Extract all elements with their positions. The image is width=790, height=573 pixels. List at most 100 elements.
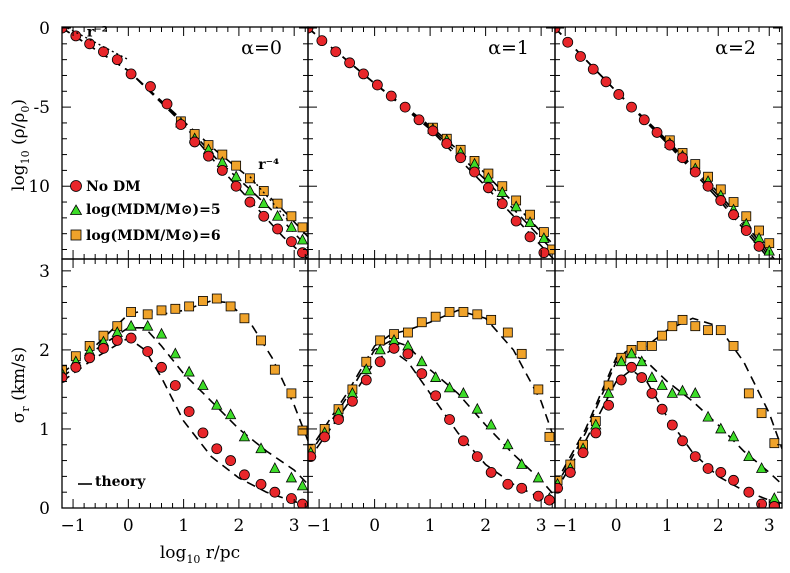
marker-no_dm xyxy=(388,342,400,354)
marker-dm5 xyxy=(211,398,223,410)
marker-no_dm xyxy=(613,89,625,100)
y-tick-label: 2 xyxy=(39,341,50,361)
marker-no_dm xyxy=(626,101,637,113)
marker-no_dm xyxy=(399,101,411,113)
marker-no_dm xyxy=(255,478,267,490)
legend-label-dm6: log(MDM/M⊙)=6 xyxy=(86,228,221,244)
marker-no_dm xyxy=(286,236,297,247)
marker-dm6 xyxy=(486,314,497,325)
marker-dm6 xyxy=(502,327,513,338)
marker-no_dm xyxy=(740,225,752,236)
marker-dm6 xyxy=(430,311,441,322)
legend-label-dm5: log(MDM/M⊙)=5 xyxy=(86,202,221,218)
marker-no_dm xyxy=(677,435,688,447)
theory-curve-1 xyxy=(308,339,555,497)
marker-dm6 xyxy=(533,384,544,395)
marker-no_dm xyxy=(84,38,96,50)
marker-no_dm xyxy=(689,451,701,463)
marker-dm6 xyxy=(728,341,739,351)
marker-dm5 xyxy=(244,184,256,196)
y-tick-label: 10 xyxy=(28,177,50,197)
marker-no_dm xyxy=(430,390,442,402)
marker-no_dm xyxy=(555,482,563,494)
top-ylabel-end: ) xyxy=(9,99,29,106)
top-ylabel-rest: (ρ/ρ xyxy=(9,113,29,151)
marker-dm5 xyxy=(430,371,442,382)
marker-dm6 xyxy=(297,425,308,436)
panel-0-bottom: 0 1 2 3 −1 0 1 2 3 xyxy=(39,258,309,536)
marker-dm6 xyxy=(211,293,222,304)
marker-dm5 xyxy=(636,355,648,367)
marker-no_dm xyxy=(175,119,187,130)
theory-curve-2 xyxy=(555,317,782,485)
x-tick-label: 0 xyxy=(611,516,622,536)
x-tick-label: 2 xyxy=(713,516,724,536)
top-ylabel-sub0: 0 xyxy=(19,106,32,113)
marker-dm6 xyxy=(756,408,767,419)
marker-no_dm xyxy=(258,210,270,222)
marker-dm6 xyxy=(544,431,555,442)
y-tick-label: 0 xyxy=(39,499,50,519)
marker-dm5 xyxy=(183,365,195,377)
marker-dm6 xyxy=(142,309,153,320)
marker-no_dm xyxy=(564,467,576,478)
marker-no_dm xyxy=(142,346,154,357)
ref-line-0 xyxy=(67,27,129,61)
marker-no_dm xyxy=(485,467,497,478)
marker-no_dm xyxy=(169,380,181,391)
x-tick-label: 3 xyxy=(764,516,775,536)
marker-no_dm xyxy=(728,474,739,486)
marker-dm6 xyxy=(198,295,208,306)
marker-dm6 xyxy=(444,307,455,317)
legend: No DM log(MDM/M⊙)=5 log(MDM/M⊙)=6 theory xyxy=(69,179,221,490)
marker-dm6 xyxy=(743,388,754,399)
panel-1-top: α=1 xyxy=(307,26,556,260)
marker-no_dm xyxy=(216,164,228,176)
marker-dm6 xyxy=(184,301,195,312)
marker-dm5 xyxy=(656,379,668,390)
marker-dm5 xyxy=(374,343,386,355)
marker-dm6 xyxy=(239,313,250,324)
marker-dm5 xyxy=(496,186,508,197)
marker-no_dm xyxy=(538,247,550,259)
marker-no_dm xyxy=(587,63,599,75)
marker-no_dm xyxy=(272,223,283,235)
marker-dm6 xyxy=(231,160,242,171)
marker-no_dm xyxy=(715,467,727,478)
ref-label-r2: r⁻² xyxy=(87,25,108,41)
x-tick-label: 0 xyxy=(369,516,380,536)
marker-dm5 xyxy=(625,347,638,359)
marker-no_dm xyxy=(471,451,483,463)
marker-no_dm xyxy=(183,406,195,417)
marker-no_dm xyxy=(666,419,678,431)
marker-dm5 xyxy=(238,430,251,442)
marker-dm6 xyxy=(269,364,280,375)
marker-no_dm xyxy=(458,435,469,447)
marker-dm6 xyxy=(458,307,469,317)
marker-no_dm xyxy=(516,482,528,494)
marker-dm5 xyxy=(271,209,284,221)
x-tick-label: 3 xyxy=(536,516,547,536)
marker-dm5 xyxy=(471,402,483,414)
panel-2-bottom-content xyxy=(555,314,782,508)
marker-no_dm xyxy=(615,374,627,386)
marker-dm6 xyxy=(690,321,701,332)
marker-no_dm xyxy=(360,374,372,386)
marker-no_dm xyxy=(371,79,383,91)
panel-label: α=1 xyxy=(488,37,529,59)
marker-no_dm xyxy=(197,427,209,439)
x-tick-label: 0 xyxy=(123,516,134,536)
marker-no_dm xyxy=(316,35,328,47)
marker-dm5 xyxy=(516,458,528,469)
top-ylabel: log10 (ρ/ρ0) xyxy=(9,99,32,191)
marker-no_dm xyxy=(230,180,242,192)
marker-dm6 xyxy=(170,303,181,314)
bottom-ylabel-rest: (km/s) xyxy=(9,347,29,407)
marker-no_dm xyxy=(330,46,342,58)
marker-no_dm xyxy=(469,166,480,178)
marker-dm6 xyxy=(516,348,527,359)
marker-no_dm xyxy=(413,114,425,126)
marker-dm6 xyxy=(272,198,283,209)
marker-dm5 xyxy=(532,471,545,483)
marker-dm6 xyxy=(126,307,137,317)
